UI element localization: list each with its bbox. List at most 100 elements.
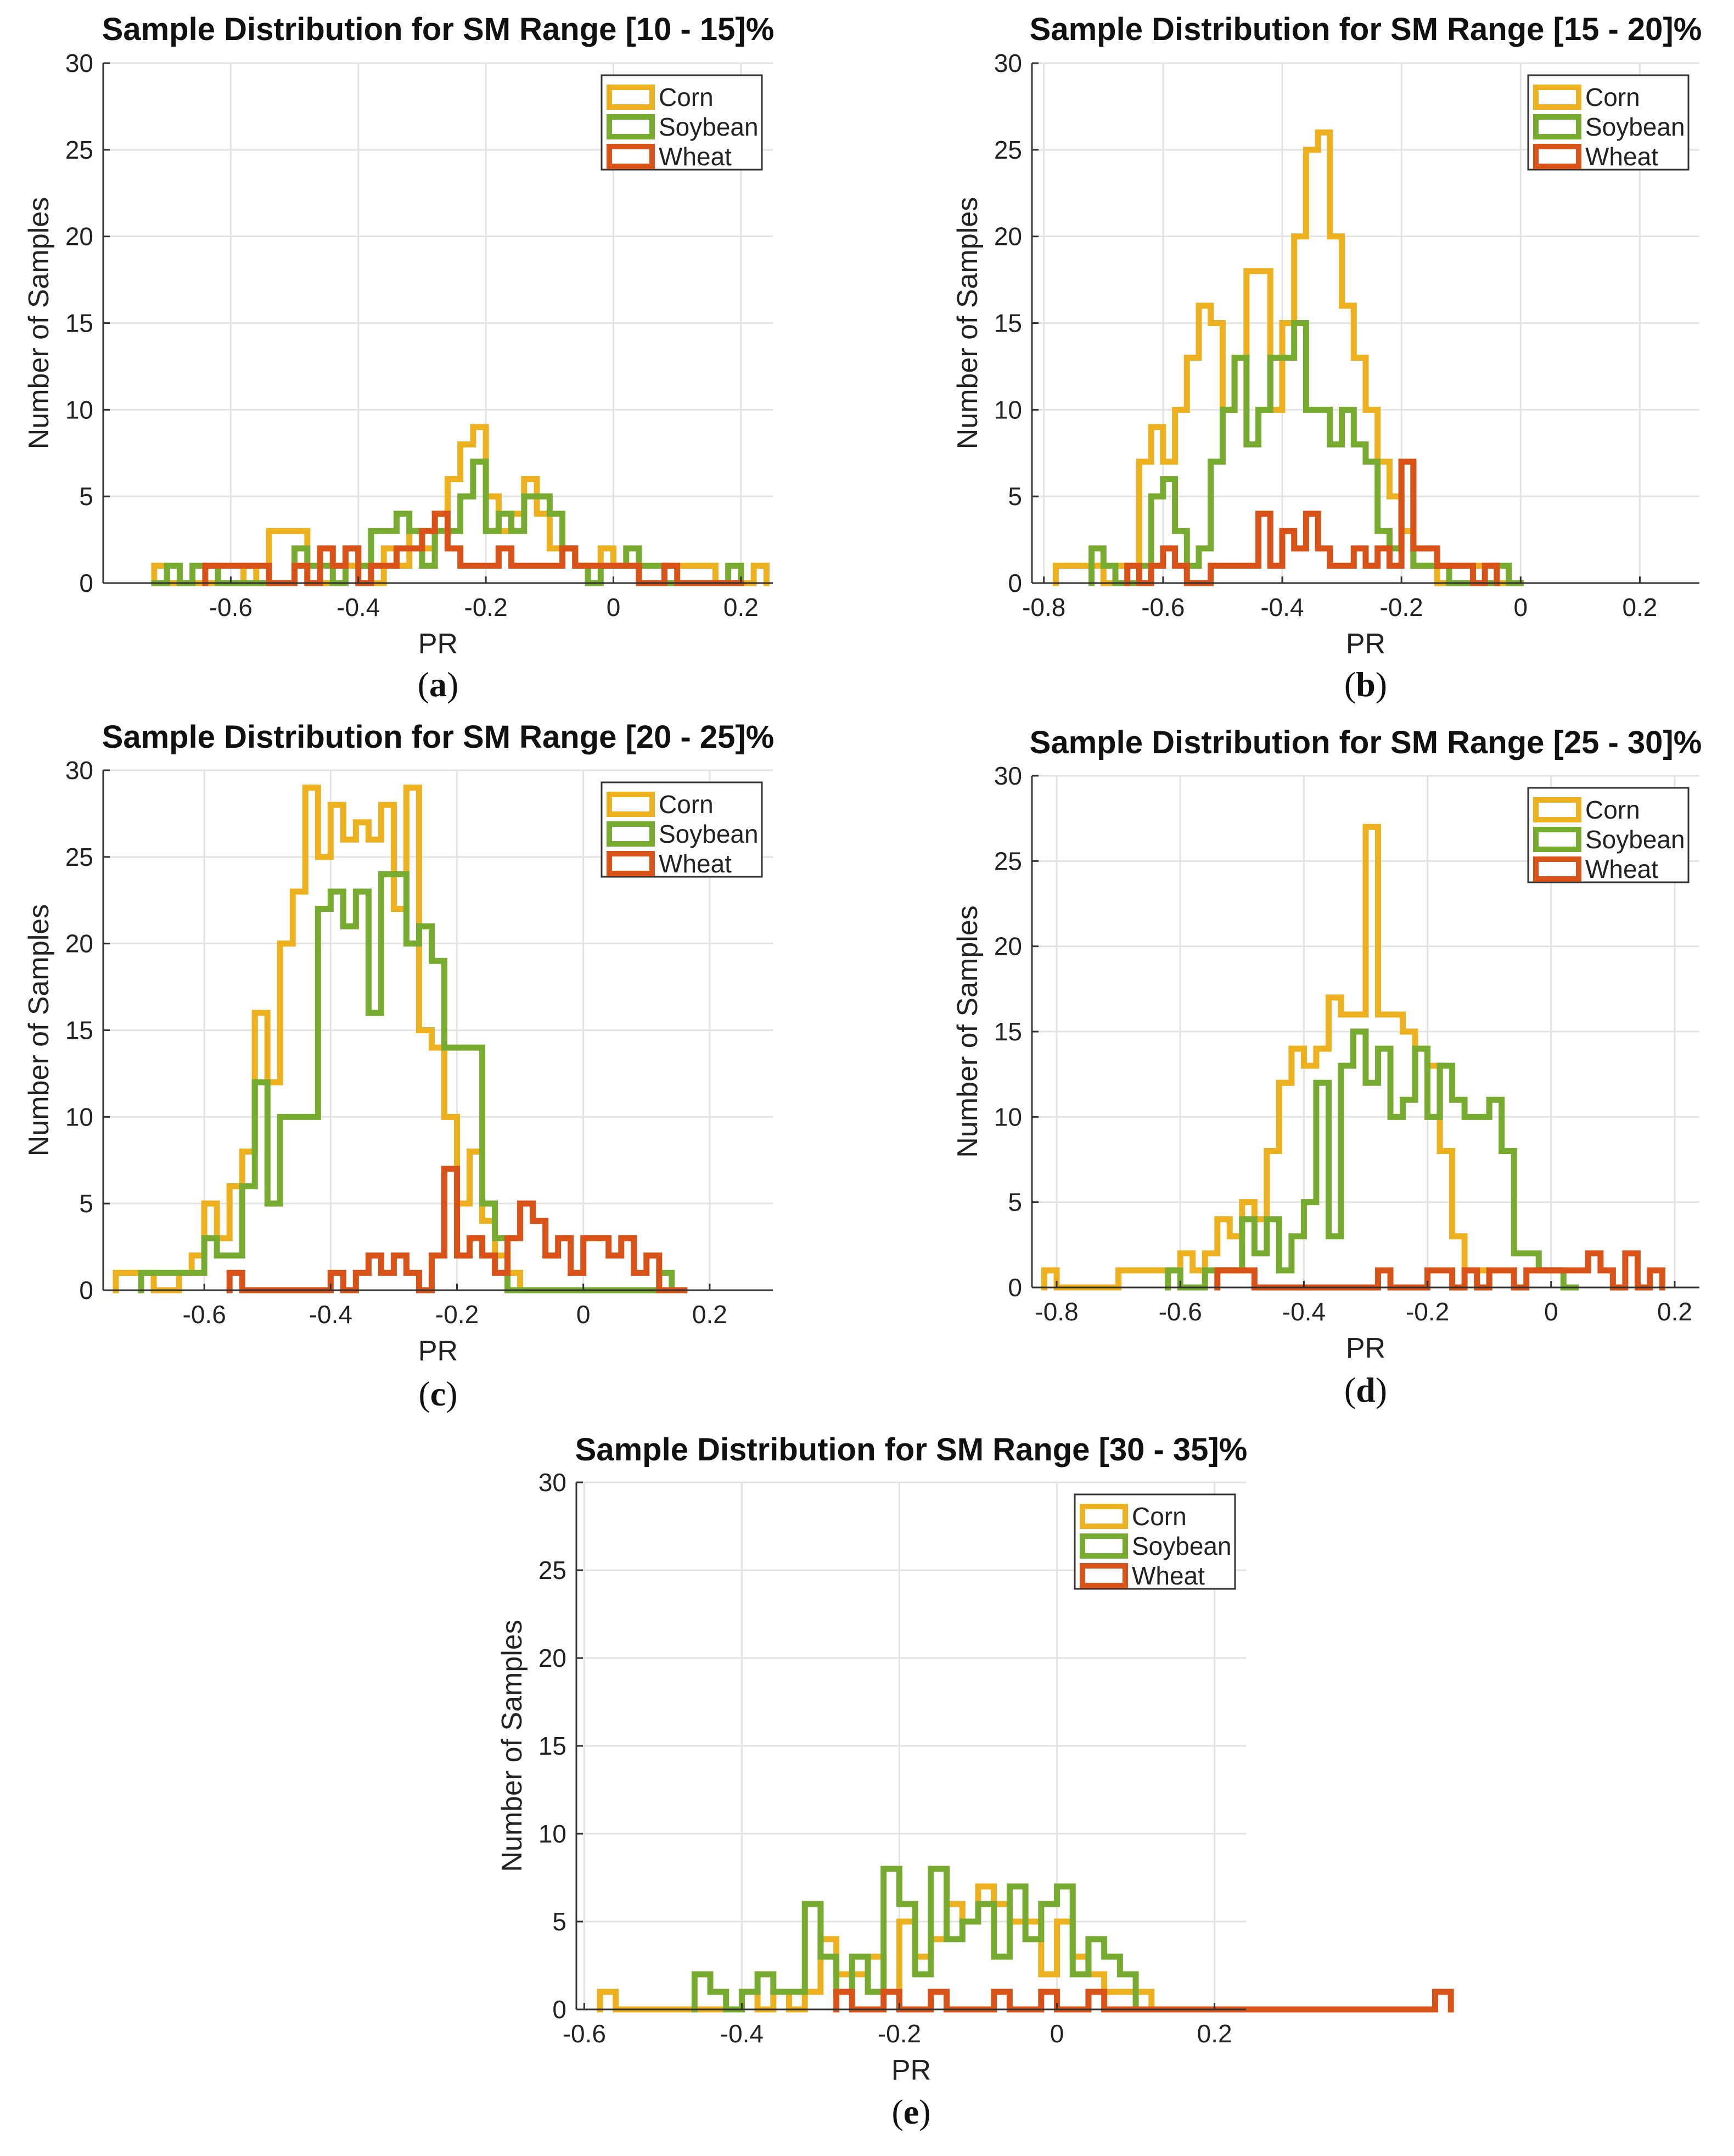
panel-caption: (c): [418, 1374, 457, 1413]
panel-caption: (e): [891, 2092, 930, 2131]
legend-label-soybean: Soybean: [659, 113, 759, 141]
y-tick-label: 10: [65, 1102, 93, 1131]
y-tick-label: 15: [65, 1016, 93, 1045]
panel-caption-letter: e: [904, 2092, 919, 2131]
x-tick-label: -0.6: [1159, 1297, 1202, 1326]
legend-label-soybean: Soybean: [1132, 1532, 1232, 1560]
legend-swatch-corn: [1080, 1504, 1128, 1529]
chart-title: Sample Distribution for SM Range [30 - 3…: [575, 1432, 1248, 1468]
y-tick-label: 5: [79, 1189, 93, 1218]
x-tick-label: -0.4: [720, 2019, 764, 2048]
panel-caption: (a): [418, 665, 459, 704]
x-tick-label: 0.2: [692, 1300, 727, 1329]
y-tick-label: 15: [994, 1017, 1022, 1046]
x-tick-label: 0: [1544, 1297, 1558, 1326]
legend-swatch-corn: [1533, 797, 1581, 822]
legend-swatch-corn: [607, 792, 655, 817]
legend-box: [1527, 787, 1690, 883]
panel-caption: (b): [1344, 665, 1387, 704]
y-tick-label: 0: [79, 569, 93, 597]
chart-title: Sample Distribution for SM Range [20 - 2…: [102, 719, 775, 755]
legend-swatch-soybean: [607, 114, 655, 139]
x-tick-label: -0.2: [1380, 593, 1423, 621]
x-tick-label: -0.2: [1406, 1297, 1449, 1326]
y-tick-label: 10: [538, 1819, 566, 1848]
chart-title: Sample Distribution for SM Range [10 - 1…: [102, 12, 775, 47]
y-axis-label: Number of Samples: [496, 1620, 528, 1872]
legend-label-wheat: Wheat: [1585, 855, 1658, 883]
legend-label-soybean: Soybean: [659, 820, 759, 848]
y-tick-label: 10: [994, 395, 1022, 424]
legend-label-wheat: Wheat: [659, 142, 732, 171]
x-tick-label: 0.2: [1197, 2019, 1232, 2048]
y-tick-label: 20: [538, 1644, 566, 1672]
legend-box: [601, 781, 763, 878]
legend-swatch-corn: [607, 85, 655, 110]
y-tick-label: 20: [65, 929, 93, 958]
legend-box: [1527, 74, 1690, 171]
y-tick-label: 25: [994, 847, 1022, 875]
y-axis-label: Number of Samples: [952, 905, 984, 1158]
x-axis-label: PR: [1346, 1332, 1385, 1364]
y-tick-label: 15: [538, 1732, 566, 1760]
panel-caption-letter: c: [430, 1374, 446, 1413]
y-tick-label: 20: [65, 222, 93, 251]
y-tick-label: 0: [552, 1995, 566, 2024]
histogram-series-soybean: [1165, 1028, 1579, 1291]
y-tick-label: 25: [538, 1556, 566, 1584]
legend-label-corn: Corn: [1585, 796, 1640, 824]
x-axis-label: PR: [1346, 628, 1385, 660]
y-axis-label: Number of Samples: [952, 197, 984, 450]
x-tick-label: 0: [607, 593, 621, 621]
y-tick-label: 5: [552, 1907, 566, 1936]
legend-swatch-soybean: [607, 821, 655, 847]
x-tick-label: -0.6: [1141, 593, 1185, 621]
panel-caption-letter: d: [1356, 1370, 1376, 1409]
chart-title: Sample Distribution for SM Range [15 - 2…: [1030, 12, 1702, 47]
y-tick-label: 20: [994, 222, 1022, 251]
chart-panel-a: -0.6 -0.4 -0.2 0 0.2 0 5 10 15 20 25 30 Sample Distr…: [23, 12, 774, 704]
histogram-series-soybean: [1088, 320, 1524, 586]
legend-swatch-wheat: [607, 144, 655, 169]
legend-label-corn: Corn: [659, 83, 714, 111]
legend-box: [1074, 1493, 1236, 1590]
legend-swatch-wheat: [1533, 856, 1581, 882]
histogram-series-wheat: [1124, 458, 1500, 586]
y-tick-label: 15: [994, 309, 1022, 338]
y-axis-label: Number of Samples: [23, 904, 55, 1157]
histogram-series-wheat: [202, 511, 744, 586]
legend-label-wheat: Wheat: [659, 849, 732, 878]
y-tick-label: 30: [994, 49, 1022, 77]
legend-label-corn: Corn: [1132, 1502, 1187, 1531]
panel-caption-letter: a: [429, 665, 447, 704]
y-tick-label: 30: [65, 756, 93, 785]
legend-swatch-soybean: [1080, 1533, 1128, 1559]
x-tick-label: -0.2: [435, 1300, 479, 1329]
panel-caption-letter: b: [1356, 665, 1376, 704]
legend-swatch-soybean: [1533, 114, 1581, 139]
y-tick-label: 0: [1008, 569, 1022, 597]
x-tick-label: -0.8: [1035, 1297, 1078, 1326]
legend-swatch-wheat: [1533, 144, 1581, 169]
chart-panel-d: -0.8 -0.6 -0.4 -0.2 0 0.2 0 5 10 15 20 25 30 Sample D…: [952, 725, 1702, 1409]
legend-label-corn: Corn: [659, 790, 714, 819]
y-tick-label: 25: [65, 136, 93, 164]
y-tick-label: 25: [994, 136, 1022, 164]
y-tick-label: 25: [65, 843, 93, 871]
x-tick-label: 0.2: [1657, 1297, 1692, 1326]
x-tick-label: -0.4: [1282, 1297, 1326, 1326]
y-tick-label: 15: [65, 309, 93, 338]
legend-label-wheat: Wheat: [1132, 1561, 1205, 1590]
y-tick-label: 30: [65, 49, 93, 77]
x-axis-label: PR: [418, 628, 458, 660]
legend-label-wheat: Wheat: [1585, 142, 1658, 171]
y-tick-label: 30: [994, 761, 1022, 790]
histogram-series-soybean: [691, 1866, 1155, 2013]
x-tick-label: -0.2: [878, 2019, 921, 2048]
panel-caption: (d): [1344, 1370, 1387, 1409]
y-tick-label: 5: [1008, 1188, 1022, 1217]
